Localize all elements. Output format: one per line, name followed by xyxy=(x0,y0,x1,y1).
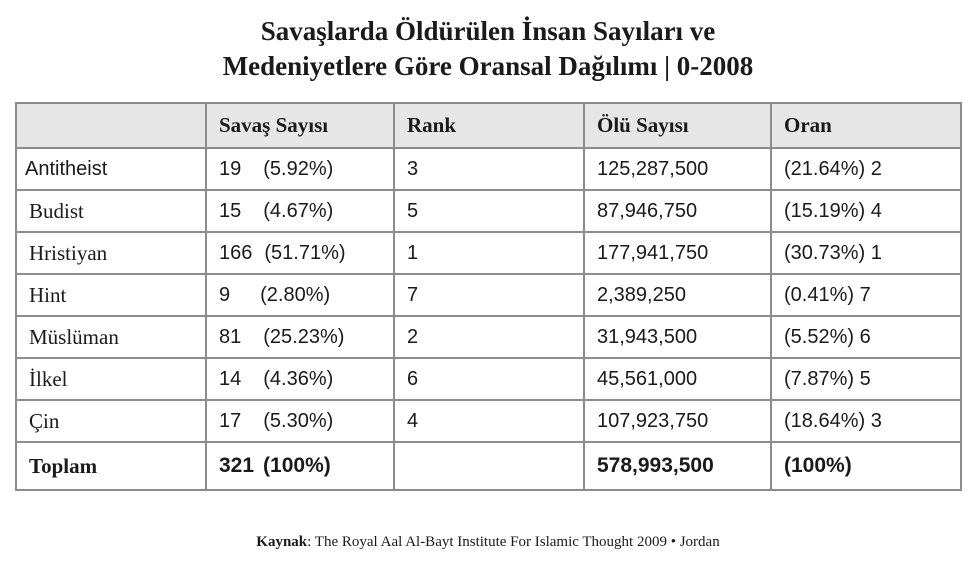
name-cell: İlkel xyxy=(15,357,207,401)
wars-cell: 14 (4.36%) xyxy=(205,357,395,401)
total-deaths-cell: 578,993,500 xyxy=(583,441,772,491)
total-name-cell: Toplam xyxy=(15,441,207,491)
header-cell-deaths: Ölü Sayısı xyxy=(583,102,772,149)
name-cell: Çin xyxy=(15,399,207,443)
total-wars-cell: 321 (100%) xyxy=(205,441,395,491)
wars-count: 17 xyxy=(219,409,242,432)
total-wars-count: 321 xyxy=(219,454,255,477)
ratio-cell: (0.41%) 7 xyxy=(770,273,962,317)
wars-percent: (5.30%) xyxy=(263,409,334,432)
total-row: Toplam 321 (100%) 578,993,500 (100%) xyxy=(15,441,962,491)
wars-percent: (4.67%) xyxy=(263,199,334,222)
header-cell-rank: Rank xyxy=(393,102,585,149)
wars-count: 166 xyxy=(219,241,253,264)
ratio-cell: (30.73%) 1 xyxy=(770,231,962,275)
wars-count: 14 xyxy=(219,367,242,390)
table-row: İlkel 14 (4.36%) 6 45,561,000 (7.87%) 5 xyxy=(15,357,962,401)
total-wars-percent: (100%) xyxy=(263,454,331,477)
wars-percent: (51.71%) xyxy=(264,241,346,264)
wars-count: 9 xyxy=(219,283,231,306)
name-cell: Budist xyxy=(15,189,207,233)
deaths-cell: 45,561,000 xyxy=(583,357,772,401)
header-cell-name xyxy=(15,102,207,149)
wars-percent: (4.36%) xyxy=(263,367,334,390)
wars-cell: 19 (5.92%) xyxy=(205,147,395,191)
wars-percent: (2.80%) xyxy=(260,283,331,306)
source-note: Kaynak: The Royal Aal Al-Bayt Institute … xyxy=(0,534,976,551)
ratio-cell: (7.87%) 5 xyxy=(770,357,962,401)
total-rank-cell xyxy=(393,441,585,491)
data-table: Savaş Sayısı Rank Ölü Sayısı Oran Antith… xyxy=(15,102,962,491)
wars-count: 19 xyxy=(219,157,242,180)
deaths-cell: 31,943,500 xyxy=(583,315,772,359)
wars-percent: (5.92%) xyxy=(263,157,334,180)
deaths-cell: 125,287,500 xyxy=(583,147,772,191)
wars-cell: 17 (5.30%) xyxy=(205,399,395,443)
header-row: Savaş Sayısı Rank Ölü Sayısı Oran xyxy=(15,102,962,149)
chart-title: Savaşlarda Öldürülen İnsan Sayıları ve M… xyxy=(0,14,976,84)
table-row: Budist 15 (4.67%) 5 87,946,750 (15.19%) 4 xyxy=(15,189,962,233)
table-row: Antitheist 19 (5.92%) 3 125,287,500 (21.64%) … xyxy=(15,147,962,191)
name-cell: Hint xyxy=(15,273,207,317)
rank-cell: 6 xyxy=(393,357,585,401)
rank-cell: 2 xyxy=(393,315,585,359)
wars-percent: (25.23%) xyxy=(263,325,345,348)
deaths-cell: 107,923,750 xyxy=(583,399,772,443)
deaths-cell: 177,941,750 xyxy=(583,231,772,275)
table-row: Müslüman 81 (25.23%) 2 31,943,500 (5.52%) 6 xyxy=(15,315,962,359)
header-cell-ratio: Oran xyxy=(770,102,962,149)
rank-cell: 7 xyxy=(393,273,585,317)
table-row: Hint 9 (2.80%) 7 2,389,250 (0.41%) 7 xyxy=(15,273,962,317)
wars-cell: 81 (25.23%) xyxy=(205,315,395,359)
rank-cell: 4 xyxy=(393,399,585,443)
wars-cell: 9 (2.80%) xyxy=(205,273,395,317)
rank-cell: 3 xyxy=(393,147,585,191)
name-cell: Antitheist xyxy=(15,147,207,191)
table-row: Çin 17 (5.30%) 4 107,923,750 (18.64%) 3 xyxy=(15,399,962,443)
header-cell-wars: Savaş Sayısı xyxy=(205,102,395,149)
name-cell: Müslüman xyxy=(15,315,207,359)
wars-cell: 166 (51.71%) xyxy=(205,231,395,275)
source-text: : The Royal Aal Al-Bayt Institute For Is… xyxy=(307,534,720,550)
ratio-cell: (18.64%) 3 xyxy=(770,399,962,443)
source-label: Kaynak xyxy=(256,534,308,550)
wars-count: 15 xyxy=(219,199,242,222)
rank-cell: 5 xyxy=(393,189,585,233)
ratio-cell: (5.52%) 6 xyxy=(770,315,962,359)
table-row: Hristiyan 166 (51.71%) 1 177,941,750 (30.73%)… xyxy=(15,231,962,275)
name-cell: Hristiyan xyxy=(15,231,207,275)
rank-cell: 1 xyxy=(393,231,585,275)
total-ratio-cell: (100%) xyxy=(770,441,962,491)
wars-count: 81 xyxy=(219,325,242,348)
deaths-cell: 2,389,250 xyxy=(583,273,772,317)
ratio-cell: (21.64%) 2 xyxy=(770,147,962,191)
title-line-2: Medeniyetlere Göre Oransal Dağılımı | 0-… xyxy=(222,51,754,81)
wars-cell: 15 (4.67%) xyxy=(205,189,395,233)
ratio-cell: (15.19%) 4 xyxy=(770,189,962,233)
deaths-cell: 87,946,750 xyxy=(583,189,772,233)
title-line-1: Savaşlarda Öldürülen İnsan Sayıları ve xyxy=(260,16,716,46)
